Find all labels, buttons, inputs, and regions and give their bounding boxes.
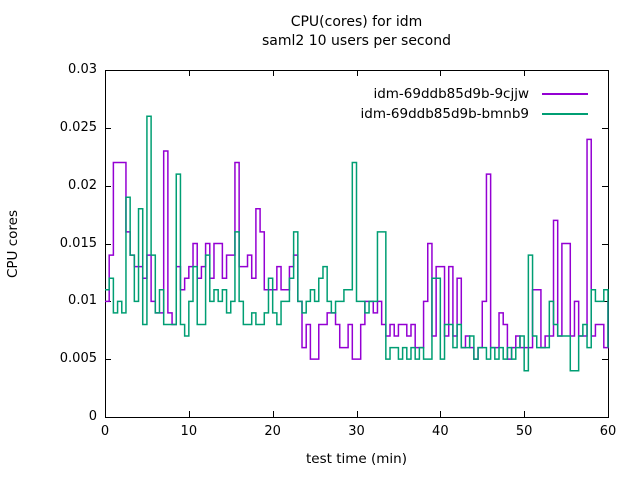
x-tick-label: 20 [264, 424, 281, 439]
x-tick-label: 0 [100, 424, 110, 439]
x-tick-label: 50 [515, 424, 533, 439]
y-tick-label: 0 [88, 409, 97, 424]
x-axis-label: test time (min) [306, 451, 407, 467]
legend-label-series-1: idm-69ddb85d9b-bmnb9 [360, 106, 529, 122]
y-tick-label: 0.025 [59, 119, 97, 135]
legend: idm-69ddb85d9b-9cjjw idm-69ddb85d9b-bmnb… [361, 84, 588, 124]
y-tick-label: 0.01 [68, 293, 97, 309]
x-tick-label: 60 [599, 424, 617, 439]
y-tick-label: 0.015 [59, 235, 97, 251]
legend-line-sample-series-1 [542, 113, 588, 115]
chart-title-block: CPU(cores) for idm saml2 10 users per se… [105, 13, 608, 51]
legend-item: idm-69ddb85d9b-9cjjw [361, 84, 588, 104]
legend-label-series-0: idm-69ddb85d9b-9cjjw [373, 86, 529, 102]
legend-item: idm-69ddb85d9b-bmnb9 [361, 104, 588, 124]
chart-subtitle: saml2 10 users per second [262, 33, 451, 49]
y-tick-label: 0.02 [68, 177, 97, 193]
chart-title: CPU(cores) for idm [290, 14, 423, 30]
x-tick-label: 30 [348, 424, 365, 439]
x-tick-label: 10 [180, 424, 198, 439]
y-tick-label: 0.03 [68, 62, 97, 77]
y-tick-label: 0.005 [59, 351, 97, 367]
x-tick-label: 40 [432, 424, 449, 439]
legend-line-sample-series-0 [542, 93, 588, 95]
